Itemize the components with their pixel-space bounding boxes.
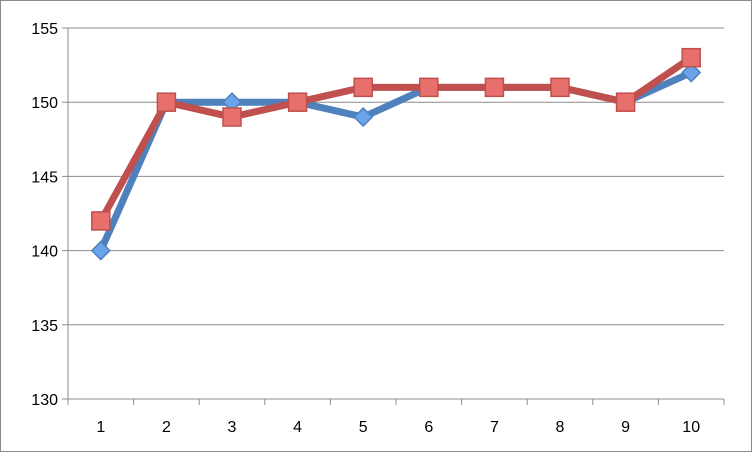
y-tick-label: 140: [31, 244, 58, 261]
axes: [62, 27, 725, 405]
y-tick-label: 135: [31, 318, 58, 335]
x-tick-label: 8: [556, 419, 565, 436]
y-tick-label: 155: [31, 21, 58, 38]
series-2-point: [91, 211, 111, 231]
series-2-point: [222, 107, 242, 127]
series-2-line: [97, 54, 695, 225]
series-1-point: [353, 106, 374, 128]
x-tick-label: 3: [228, 419, 237, 436]
x-tick-label: 6: [424, 419, 433, 436]
series-1-point: [681, 62, 702, 83]
series-2-point: [287, 92, 308, 112]
series-2-point: [550, 77, 570, 98]
x-tick-label: 10: [682, 419, 700, 436]
x-tick-label: 7: [490, 419, 499, 436]
series-2-point: [681, 47, 701, 68]
series-1-point: [90, 240, 111, 261]
y-tick-label: 145: [31, 169, 58, 186]
y-tick-label: 130: [31, 392, 58, 409]
series-2-point: [484, 77, 505, 98]
grid-lines: [68, 27, 724, 326]
x-tick-label: 9: [621, 419, 630, 436]
series-2-point: [419, 77, 439, 98]
series-2-point: [156, 92, 177, 112]
x-tick-label: 1: [96, 419, 105, 436]
x-tick-label: 2: [162, 419, 171, 436]
series-layer: [90, 47, 702, 261]
series-2-point: [353, 77, 373, 98]
x-tick-label: 4: [293, 419, 302, 436]
series-2: [91, 47, 701, 231]
series-1: [90, 62, 702, 261]
series-2-point: [615, 92, 636, 112]
x-tick-label: 5: [359, 419, 368, 436]
tick-labels: 130 135 140 145 150 155 1 2 3 4 5 6 7 8 9 10: [31, 21, 700, 436]
y-tick-label: 150: [31, 95, 58, 112]
